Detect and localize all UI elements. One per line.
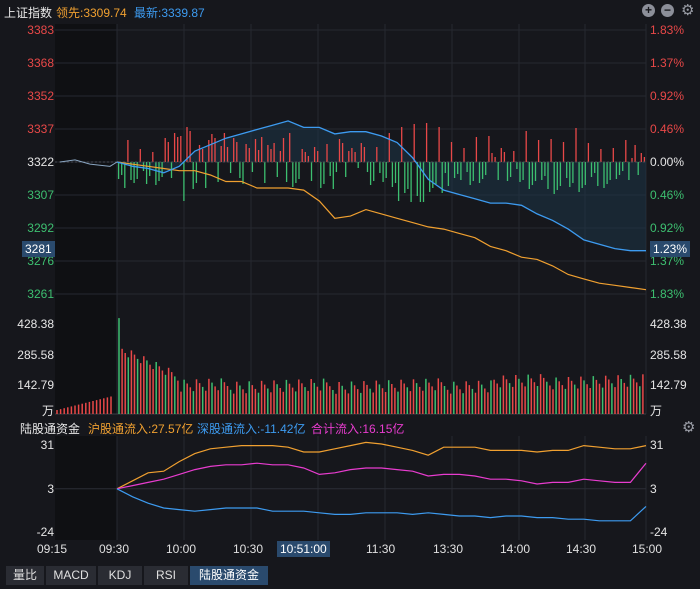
pct-axis-label: 1.37%	[650, 254, 685, 268]
pct-axis-label: 0.92%	[650, 89, 685, 103]
sh-flow-label: 沪股通流入:27.57亿	[88, 422, 194, 436]
time-label-1000: 10:00	[166, 542, 197, 556]
price-area-fill	[117, 120, 646, 251]
price-axis-label: 3383	[27, 23, 54, 37]
flow-axis-bottom-right: -24	[650, 525, 668, 539]
flow-axis-top-right: 31	[650, 438, 664, 452]
tab-volume-ratio[interactable]: 量比	[6, 566, 44, 585]
pct-axis-label: 1.37%	[650, 56, 685, 70]
price-axis-label: 3276	[27, 254, 54, 268]
price-axis-label: 3352	[27, 89, 54, 103]
zoom-out-icon[interactable]: −	[661, 4, 674, 17]
time-label-0930: 09:30	[99, 542, 130, 556]
tab-hk-connect-flow[interactable]: 陆股通资金	[190, 566, 268, 585]
cursor-pct-badge: 1.23%	[650, 241, 691, 257]
volume-label-high-right: 428.38	[650, 317, 687, 331]
volume-label-mid-right: 285.58	[650, 348, 687, 362]
time-label-0915: 09:15	[37, 542, 68, 556]
sh-flow-line	[116, 441, 647, 490]
volume-label-high: 428.38	[17, 317, 54, 331]
price-axis-label: 3368	[27, 56, 54, 70]
price-axis-label: 3337	[27, 122, 54, 136]
pct-axis-label: 0.46%	[650, 188, 685, 202]
time-label-1400: 14:00	[500, 542, 531, 556]
volume-label-low-right: 142.79	[650, 378, 687, 392]
chart-header: 上证指数 领先:3309.74 最新:3339.87 + − ⚙	[0, 0, 700, 22]
pct-axis-label: 0.92%	[650, 221, 685, 235]
time-label-1030: 10:30	[233, 542, 264, 556]
pre-market-line	[59, 159, 118, 167]
price-axis-label: 3292	[27, 221, 54, 235]
time-label-1130: 11:30	[366, 542, 396, 556]
price-axis-label: 3307	[27, 188, 54, 202]
volume-label-low: 142.79	[17, 378, 54, 392]
price-axis-label: 3322	[27, 155, 54, 169]
time-label-1500: 15:00	[632, 542, 663, 556]
price-axis-label: 3261	[27, 287, 54, 301]
flow-axis-mid-right: 3	[650, 482, 657, 496]
sz-flow-label: 深股通流入:-11.42亿	[197, 422, 306, 436]
cursor-price-badge: 3281	[22, 241, 55, 257]
price-line	[116, 120, 646, 252]
tab-rsi[interactable]: RSI	[144, 566, 188, 585]
index-title: 上证指数	[4, 6, 53, 20]
flow-axis-top-left: 31	[40, 438, 54, 452]
flow-axis-bottom-left: -24	[36, 525, 54, 539]
zoom-in-icon[interactable]: +	[642, 4, 655, 17]
pre-market-shade-price	[55, 24, 117, 414]
pct-axis-label: 1.83%	[650, 287, 685, 301]
pre-market-shade-flow	[55, 436, 117, 540]
lead-line	[116, 161, 647, 291]
total-flow-line	[116, 462, 647, 490]
volume-unit-right: 万	[650, 404, 663, 418]
pct-axis-label: 0.46%	[650, 122, 685, 136]
time-cursor-badge: 10:51:00	[277, 541, 330, 557]
pct-axis-label: 0.00%	[650, 155, 685, 169]
flow-panel-title: 陆股通资金	[20, 422, 81, 436]
volume-unit: 万	[41, 404, 54, 418]
flow-settings-gear-icon[interactable]: ⚙	[682, 419, 696, 436]
volume-label-mid: 285.58	[17, 348, 54, 362]
flow-axis-mid-left: 3	[47, 482, 54, 496]
tab-macd[interactable]: MACD	[46, 566, 96, 585]
tab-kdj[interactable]: KDJ	[98, 566, 142, 585]
indicator-tabs: 量比 MACD KDJ RSI 陆股通资金	[0, 563, 700, 589]
time-label-1330: 13:30	[433, 542, 464, 556]
lead-value: 领先:3309.74	[56, 6, 127, 20]
flow-panel-header: 陆股通资金 沪股通流入:27.57亿 深股通流入:-11.42亿 合计流入:16…	[0, 418, 700, 436]
settings-gear-icon[interactable]: ⚙	[681, 2, 695, 19]
total-flow-label: 合计流入:16.15亿	[311, 422, 405, 436]
time-label-1430: 14:30	[566, 542, 597, 556]
pct-axis-label: 1.83%	[650, 23, 685, 37]
latest-value: 最新:3339.87	[134, 6, 205, 20]
sz-flow-line	[116, 488, 647, 522]
